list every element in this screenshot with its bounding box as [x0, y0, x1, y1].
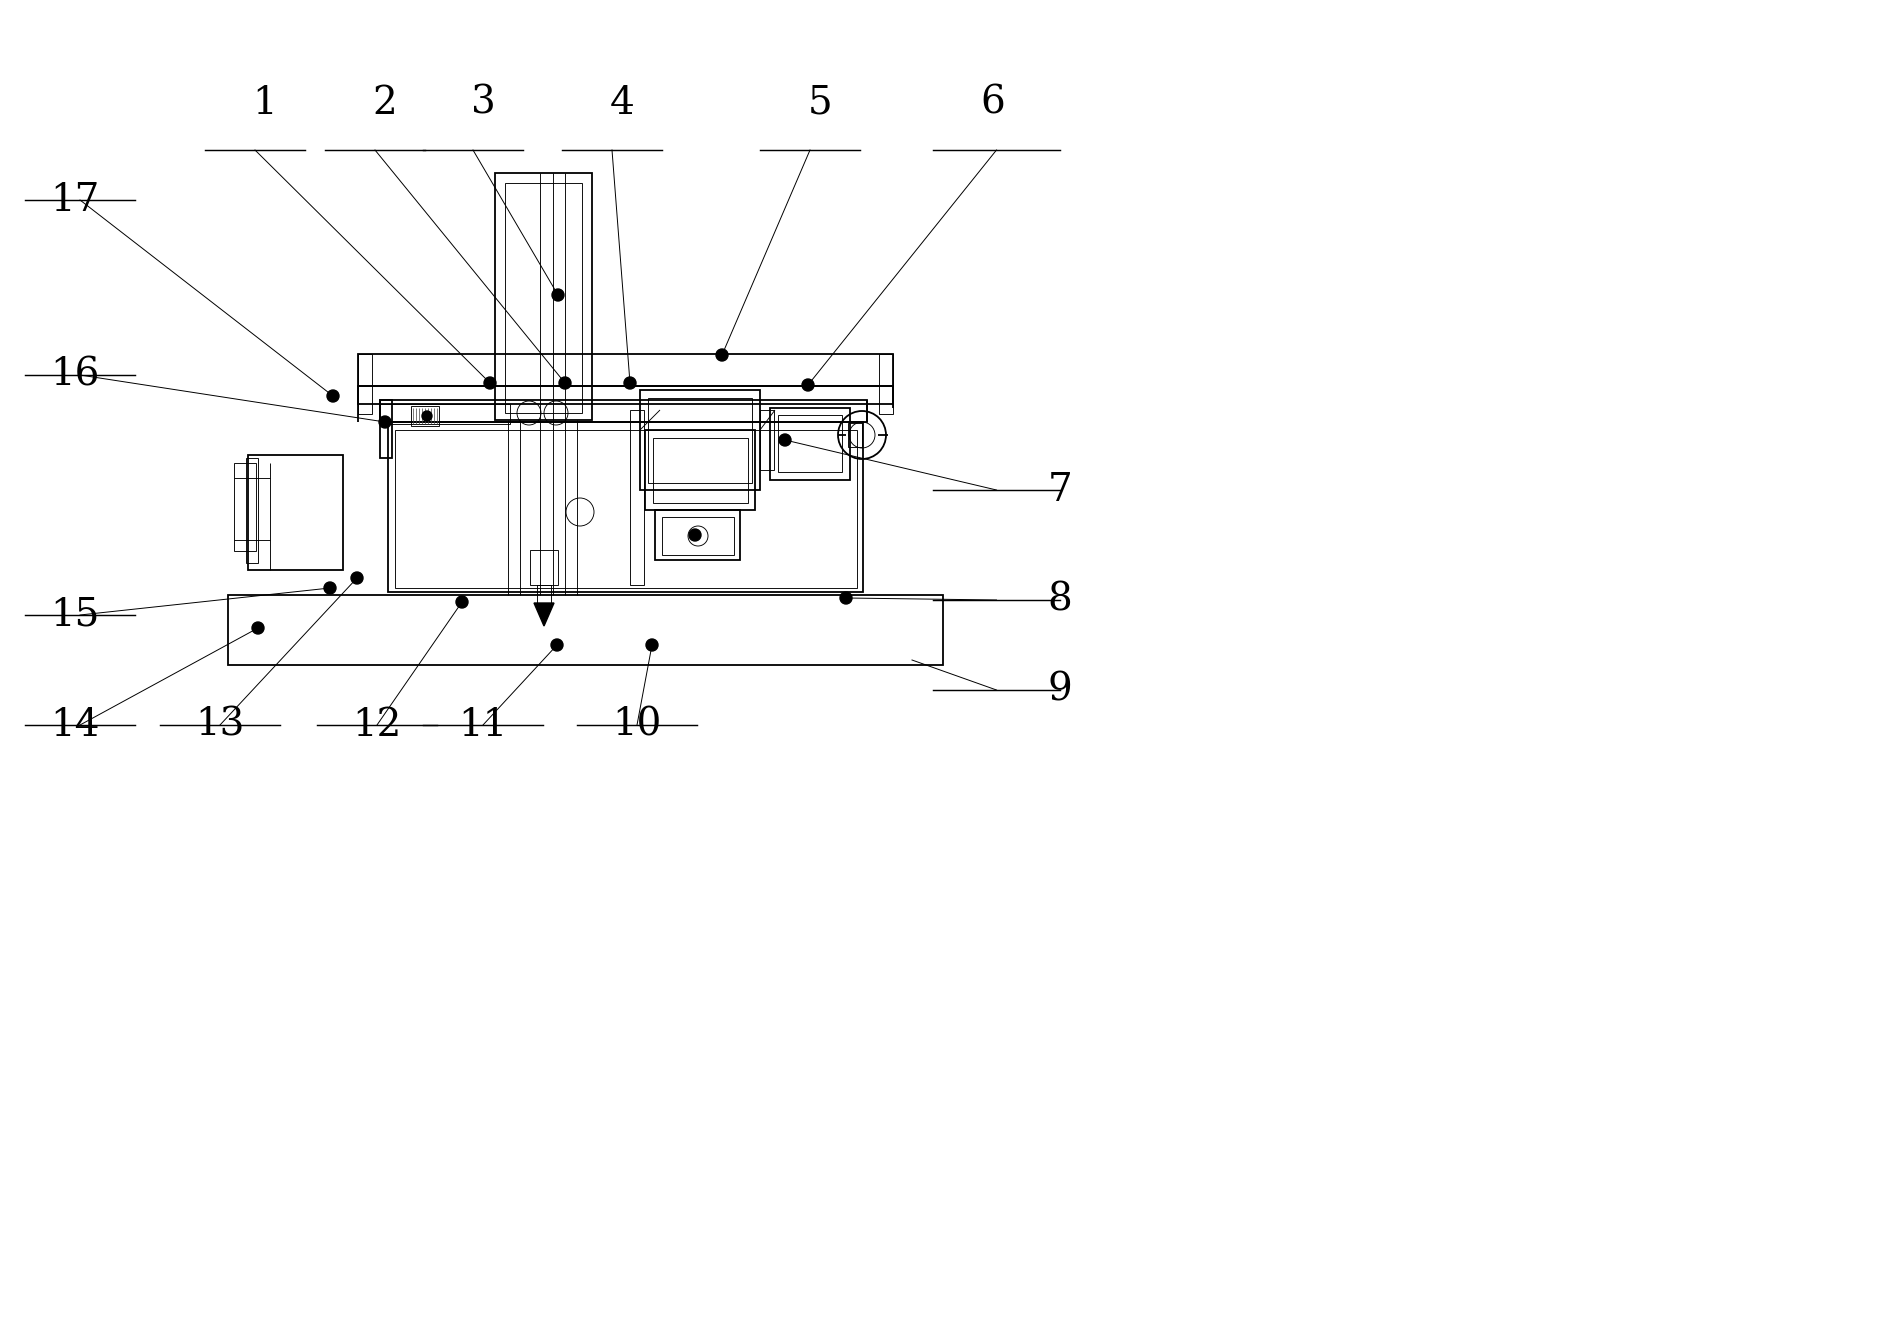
Polygon shape [533, 603, 554, 625]
Text: 4: 4 [609, 85, 635, 121]
Circle shape [378, 416, 391, 428]
Circle shape [550, 639, 564, 651]
Text: 5: 5 [807, 85, 832, 121]
Bar [357, 355, 893, 386]
Bar [357, 355, 373, 414]
Bar [395, 430, 857, 588]
Circle shape [422, 410, 431, 421]
Bar [630, 410, 645, 586]
Circle shape [779, 434, 790, 446]
Bar [645, 430, 755, 510]
Circle shape [802, 378, 813, 390]
Circle shape [624, 377, 635, 389]
Bar [760, 410, 773, 470]
Text: 11: 11 [458, 706, 507, 744]
Bar [879, 355, 893, 414]
Bar [380, 400, 866, 422]
Bar [770, 408, 849, 479]
Text: 8: 8 [1048, 582, 1072, 619]
Bar [649, 398, 753, 483]
Text: 2: 2 [373, 85, 397, 121]
Text: 3: 3 [471, 85, 495, 121]
Bar [495, 173, 592, 420]
Bar [410, 406, 439, 426]
Text: 1: 1 [253, 85, 278, 121]
Bar [537, 586, 550, 603]
Text: 9: 9 [1048, 672, 1072, 709]
Bar [229, 595, 944, 665]
Text: 6: 6 [981, 85, 1006, 121]
Bar [529, 550, 558, 586]
Circle shape [840, 592, 853, 604]
Circle shape [252, 622, 265, 633]
Bar [654, 510, 739, 560]
Circle shape [560, 377, 571, 389]
Circle shape [647, 639, 658, 651]
Circle shape [484, 377, 495, 389]
Text: 7: 7 [1048, 471, 1072, 509]
Circle shape [456, 596, 467, 608]
Bar [248, 456, 342, 570]
Bar [777, 416, 841, 471]
Circle shape [717, 349, 728, 361]
Circle shape [327, 390, 338, 402]
Bar [357, 386, 893, 404]
Bar [662, 517, 734, 555]
Bar [380, 400, 391, 458]
Bar [234, 463, 255, 551]
Circle shape [323, 582, 337, 594]
Bar [388, 422, 862, 592]
Circle shape [552, 290, 564, 301]
Bar [652, 438, 749, 503]
Bar [246, 458, 257, 563]
Text: 10: 10 [613, 706, 662, 744]
Text: 15: 15 [51, 596, 100, 633]
Circle shape [688, 529, 702, 540]
Text: 12: 12 [352, 706, 401, 744]
Bar [847, 424, 862, 448]
Text: 14: 14 [51, 706, 100, 744]
Text: 13: 13 [195, 706, 244, 744]
Text: 17: 17 [51, 182, 100, 219]
Text: 16: 16 [51, 356, 100, 393]
Circle shape [352, 572, 363, 584]
Bar [639, 390, 760, 490]
Bar [380, 404, 511, 424]
Bar [505, 183, 582, 413]
